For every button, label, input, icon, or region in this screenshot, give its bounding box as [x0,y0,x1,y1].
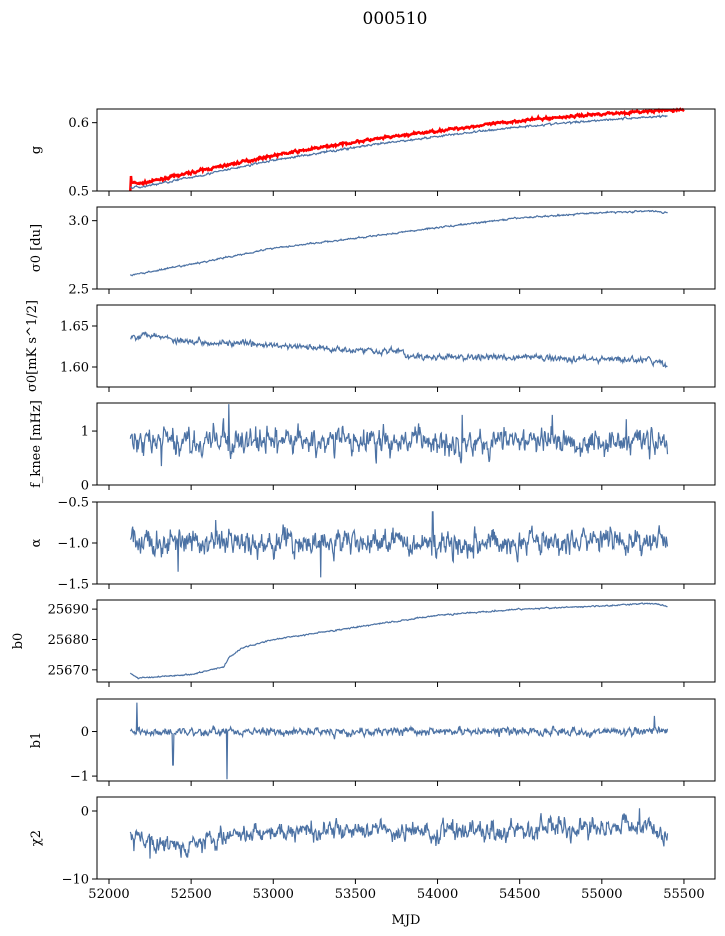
y-tick-label: 25670 [48,663,89,678]
y-tick-label: −1 [70,770,89,785]
data-line [129,808,669,859]
y-axis-label: σ0 [du] [29,224,44,272]
y-axis-label: χ2 [29,830,44,846]
axes-frame [96,304,716,388]
y-tick-label: −10 [62,873,89,888]
data-line [129,511,669,578]
data-line [129,209,668,277]
axes-frame [96,206,716,290]
x-tick-label: 55000 [581,887,622,902]
x-tick-label: 54500 [499,887,540,902]
x-tick-label: 53000 [253,887,294,902]
axes-frame [96,108,716,192]
subplot-0: 0.5 0.6 g [29,107,716,200]
data-line [129,602,668,680]
y-tick-label: 0 [81,479,89,494]
y-tick-label: 0 [81,805,89,820]
data-line [129,114,668,190]
y-axis-label: f_knee [mHz] [29,400,44,488]
y-tick-label: 1.60 [60,360,89,375]
y-axis-label: b1 [29,732,44,749]
y-tick-label: 0 [81,725,89,740]
axes-frame [96,501,716,585]
data-line [129,404,669,467]
y-tick-label: 25690 [48,603,89,618]
axes-frame [96,402,716,486]
axes-frame [96,796,716,880]
subplot-5: 25670 25680 25690 b0 [11,599,716,687]
reference-line [129,107,685,192]
axes-frame [96,698,716,782]
y-tick-label: −1.5 [57,578,89,593]
data-line [130,331,668,369]
y-tick-label: −0.5 [57,496,89,511]
figure-title: 000510 [363,9,428,29]
y-tick-label: 1 [81,425,89,440]
x-tick-label: 54000 [417,887,458,902]
y-tick-label: 3.0 [68,214,89,229]
subplot-3: 0 1 f_knee [mHz] [29,400,716,494]
y-tick-label: 1.65 [60,319,89,334]
y-tick-label: 0.5 [68,185,89,200]
y-tick-label: −1.0 [57,537,89,552]
y-axis-label: g [29,146,44,154]
y-tick-label: 0.6 [68,116,89,131]
x-axis-label: MJD [392,913,421,928]
subplot-1: 2.5 3.0 σ0 [du] [29,206,716,298]
x-tick-label: 53500 [335,887,376,902]
y-axis-label: σ0[mK s^1/2] [25,300,40,392]
y-axis-label: α [29,538,44,547]
y-tick-label: 25680 [48,633,89,648]
subplot-6: −1 0 b1 [29,698,716,786]
y-tick-label: 2.5 [68,283,89,298]
subplot-2: 1.60 1.65 σ0[mK s^1/2] [25,300,716,392]
subplot-4: −1.5 −1.0 −0.5 α [29,496,716,593]
x-tick-label: 52000 [88,887,129,902]
x-tick-label: 52500 [170,887,211,902]
axes-frame [96,599,716,683]
y-axis-label: b0 [11,633,26,650]
subplot-7: −10 0 52000 52500 53000 53500 54000 54500 55000 5… [29,796,716,902]
data-line [129,702,669,780]
x-tick-label: 55500 [663,887,704,902]
